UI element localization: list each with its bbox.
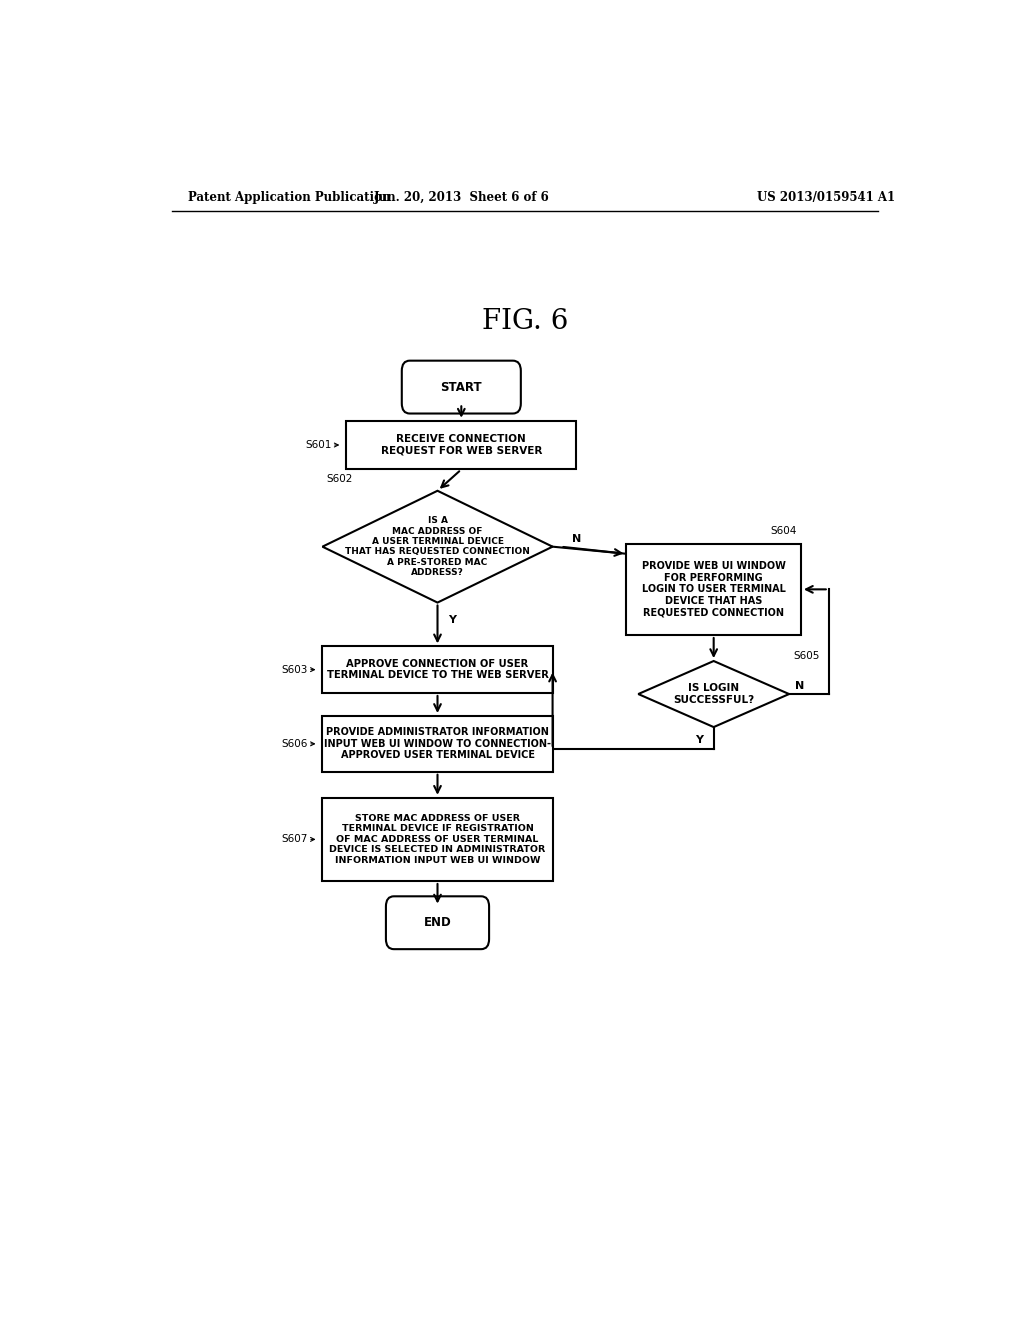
FancyBboxPatch shape	[386, 896, 489, 949]
Text: S602: S602	[327, 474, 353, 483]
Text: Y: Y	[695, 735, 703, 746]
Text: IS A
MAC ADDRESS OF
A USER TERMINAL DEVICE
THAT HAS REQUESTED CONNECTION
A PRE-S: IS A MAC ADDRESS OF A USER TERMINAL DEVI…	[345, 516, 530, 577]
Text: Y: Y	[447, 615, 456, 624]
Text: US 2013/0159541 A1: US 2013/0159541 A1	[758, 190, 895, 203]
Text: PROVIDE ADMINISTRATOR INFORMATION
INPUT WEB UI WINDOW TO CONNECTION-
APPROVED US: PROVIDE ADMINISTRATOR INFORMATION INPUT …	[324, 727, 551, 760]
Bar	[346, 421, 577, 470]
Text: S607: S607	[282, 834, 308, 845]
Bar	[323, 647, 553, 693]
Polygon shape	[638, 661, 790, 727]
Bar	[323, 797, 553, 880]
Text: Jun. 20, 2013  Sheet 6 of 6: Jun. 20, 2013 Sheet 6 of 6	[374, 190, 549, 203]
Text: N: N	[796, 681, 805, 690]
Text: S605: S605	[793, 651, 819, 661]
Text: S603: S603	[282, 665, 308, 675]
Text: FIG. 6: FIG. 6	[481, 308, 568, 334]
Text: S601: S601	[305, 440, 332, 450]
Text: RECEIVE CONNECTION
REQUEST FOR WEB SERVER: RECEIVE CONNECTION REQUEST FOR WEB SERVE…	[381, 434, 542, 455]
Text: S604: S604	[771, 527, 797, 536]
Text: START: START	[440, 380, 482, 393]
Text: N: N	[572, 533, 582, 544]
Text: IS LOGIN
SUCCESSFUL?: IS LOGIN SUCCESSFUL?	[673, 684, 755, 705]
Polygon shape	[323, 491, 553, 602]
FancyBboxPatch shape	[401, 360, 521, 413]
Text: APPROVE CONNECTION OF USER
TERMINAL DEVICE TO THE WEB SERVER: APPROVE CONNECTION OF USER TERMINAL DEVI…	[327, 659, 549, 680]
Text: Patent Application Publication: Patent Application Publication	[187, 190, 390, 203]
Text: END: END	[424, 916, 452, 929]
Text: PROVIDE WEB UI WINDOW
FOR PERFORMING
LOGIN TO USER TERMINAL
DEVICE THAT HAS
REQU: PROVIDE WEB UI WINDOW FOR PERFORMING LOG…	[642, 561, 785, 618]
Text: S606: S606	[282, 739, 308, 748]
Text: STORE MAC ADDRESS OF USER
TERMINAL DEVICE IF REGISTRATION
OF MAC ADDRESS OF USER: STORE MAC ADDRESS OF USER TERMINAL DEVIC…	[330, 814, 546, 865]
Bar	[323, 715, 553, 772]
Bar	[627, 544, 801, 635]
